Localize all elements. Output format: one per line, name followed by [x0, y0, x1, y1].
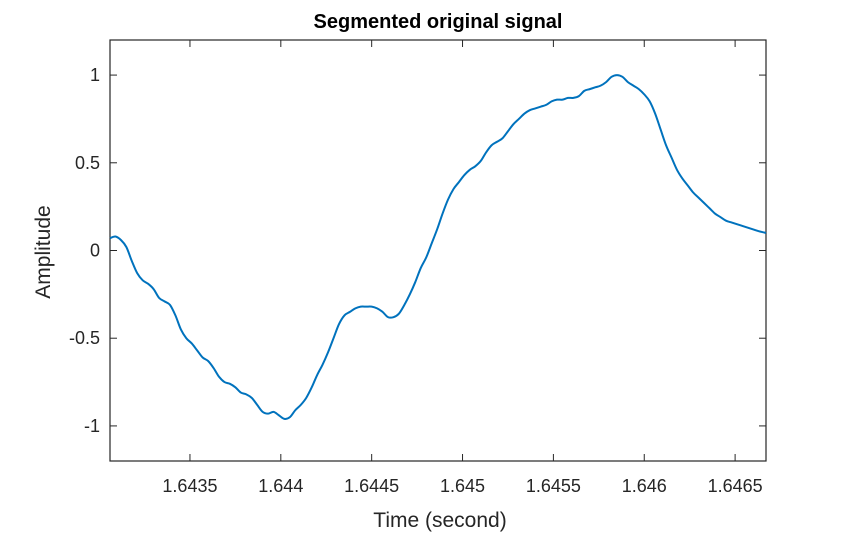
x-tick-label: 1.6435: [162, 476, 217, 496]
y-tick-label: 0: [90, 241, 100, 261]
axis-ticks: 1.6435 1.644 1.6445 1.645 1.6455 1.646 1.6465 1…: [69, 40, 766, 496]
y-axis-label: Amplitude: [32, 205, 55, 298]
x-tick-label: 1.6445: [344, 476, 399, 496]
x-tick-label: 1.645: [440, 476, 485, 496]
series-line-0: [109, 74, 767, 420]
x-tick-label: 1.646: [622, 476, 667, 496]
y-tick-label: 0.5: [75, 153, 100, 173]
y-tick-label: -1: [84, 416, 100, 436]
x-axis-label: Time (second): [373, 509, 506, 532]
series-layer: [109, 74, 767, 420]
x-tick-label: 1.644: [258, 476, 303, 496]
y-tick-label: -0.5: [69, 328, 100, 348]
x-tick-label: 1.6455: [526, 476, 581, 496]
chart-title: Segmented original signal: [314, 11, 563, 33]
plot-area: 1.6435 1.644 1.6445 1.645 1.6455 1.646 1.6465 1…: [69, 39, 767, 496]
y-tick-label: 1: [90, 65, 100, 85]
x-tick-label: 1.6465: [708, 476, 763, 496]
axes-box: [109, 39, 767, 462]
